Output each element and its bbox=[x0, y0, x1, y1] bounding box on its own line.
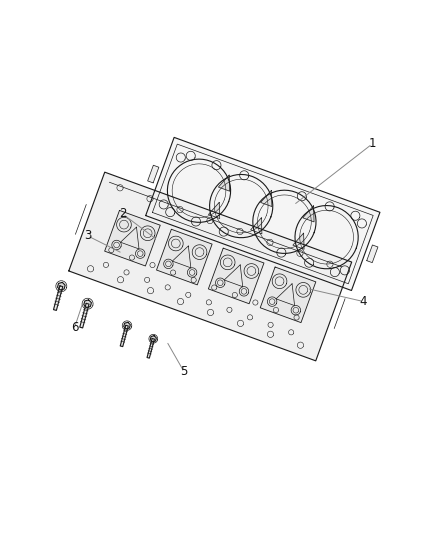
Polygon shape bbox=[148, 165, 159, 183]
Polygon shape bbox=[251, 218, 262, 234]
Polygon shape bbox=[208, 203, 220, 219]
Text: 4: 4 bbox=[360, 295, 367, 308]
Polygon shape bbox=[69, 172, 352, 361]
Polygon shape bbox=[219, 175, 230, 191]
Polygon shape bbox=[303, 206, 314, 222]
Text: 6: 6 bbox=[71, 321, 78, 334]
Polygon shape bbox=[208, 248, 264, 304]
Polygon shape bbox=[147, 338, 155, 358]
Polygon shape bbox=[260, 267, 316, 322]
Polygon shape bbox=[150, 336, 156, 342]
Polygon shape bbox=[84, 300, 92, 308]
Polygon shape bbox=[80, 303, 89, 328]
Polygon shape bbox=[105, 211, 160, 266]
Polygon shape bbox=[293, 233, 304, 249]
Polygon shape bbox=[261, 190, 272, 206]
Polygon shape bbox=[53, 286, 63, 310]
Text: 3: 3 bbox=[84, 229, 91, 243]
Text: 1: 1 bbox=[368, 138, 376, 150]
Text: 5: 5 bbox=[180, 365, 187, 378]
Polygon shape bbox=[57, 282, 65, 290]
Polygon shape bbox=[367, 245, 378, 263]
Polygon shape bbox=[120, 325, 128, 346]
Polygon shape bbox=[146, 138, 380, 290]
Polygon shape bbox=[156, 229, 212, 285]
Polygon shape bbox=[124, 322, 131, 329]
Text: 2: 2 bbox=[119, 207, 127, 221]
